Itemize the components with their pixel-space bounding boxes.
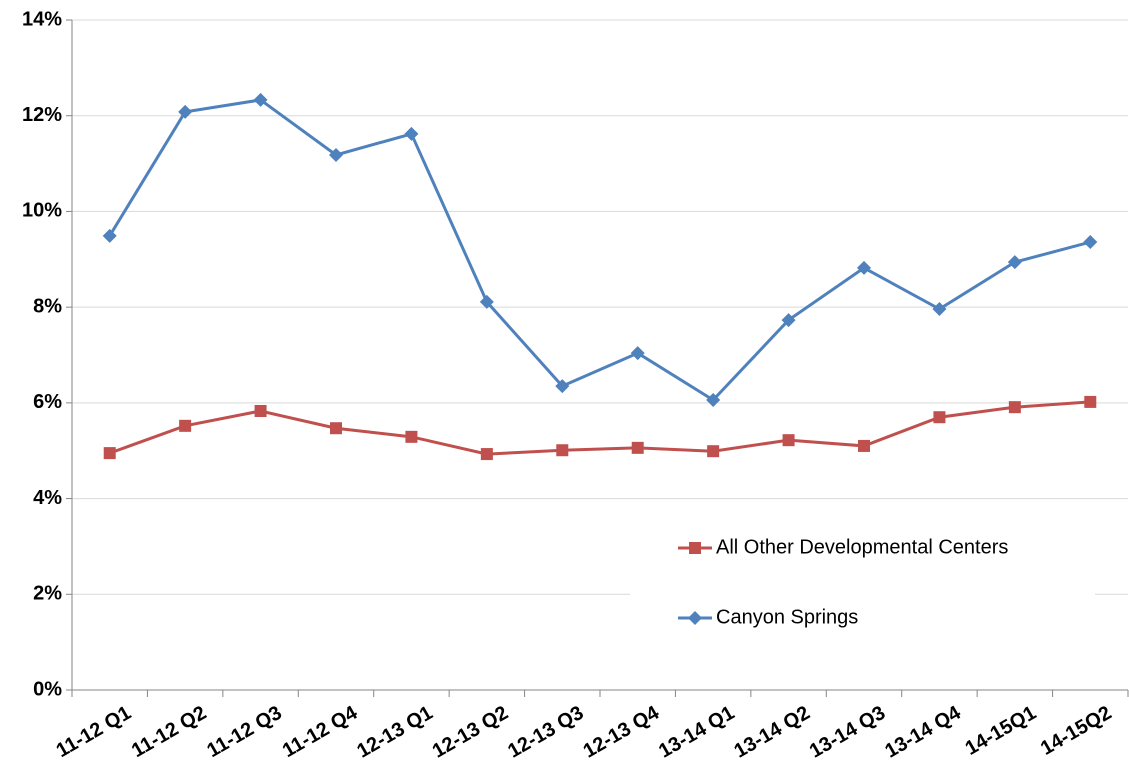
data-point [933,411,946,424]
y-tick-label: 10% [22,200,62,222]
data-point [1008,401,1021,414]
data-point [781,313,796,328]
data-point [1083,235,1098,250]
data-point [179,419,192,432]
y-tick-label: 2% [33,583,62,605]
legend-label: All Other Developmental Centers [716,536,1008,558]
x-tick-label: 12-13 Q3 [504,702,587,763]
x-tick-label: 13-14 Q2 [730,702,813,763]
data-point [1007,255,1022,270]
data-point [707,445,720,458]
data-point [857,260,871,275]
x-tick-label: 11-12 Q1 [53,702,135,762]
series-line [108,98,1091,402]
x-tick-label: 13-14 Q1 [655,702,738,763]
data-point [253,92,268,107]
data-point [102,228,117,243]
data-point [932,302,947,317]
x-tick-label: 11-12 Q4 [279,701,362,762]
x-tick-label: 12-13 Q1 [353,702,436,763]
x-tick-label: 12-13 Q4 [580,701,664,762]
data-point [479,294,494,309]
data-point [858,439,870,452]
x-tick-label: 13-14 Q4 [881,701,965,762]
x-tick-label: 13-14 Q3 [806,702,889,763]
legend-box [630,510,1095,595]
data-point [706,392,721,407]
data-point [630,346,645,361]
y-tick-label: 12% [22,104,62,126]
x-tick-label: 11-12 Q3 [203,702,285,762]
y-tick-label: 8% [33,295,62,317]
legend-label: Canyon Springs [716,606,858,628]
x-tick-label: 12-13 Q2 [429,702,512,763]
legend-marker [689,542,701,554]
x-tick-label: 14-15Q2 [1037,702,1115,760]
data-point [556,444,569,457]
y-tick-label: 4% [33,487,62,509]
x-tick-label: 14-15Q1 [962,702,1040,760]
series-line [109,400,1091,456]
y-tick-label: 6% [33,391,62,413]
data-point [329,147,343,162]
data-point [555,379,570,394]
data-point [254,404,267,417]
data-point [1084,395,1097,408]
y-tick-label: 14% [22,8,62,30]
data-point [405,430,418,443]
y-tick-label: 0% [33,678,62,700]
data-point [178,104,193,119]
x-tick-label: 11-12 Q2 [128,702,210,762]
data-point [404,126,419,141]
data-point [103,447,116,460]
data-point [631,441,644,454]
data-point [330,422,342,435]
data-point [782,434,795,447]
legend-marker [688,611,702,625]
data-point [480,448,493,461]
